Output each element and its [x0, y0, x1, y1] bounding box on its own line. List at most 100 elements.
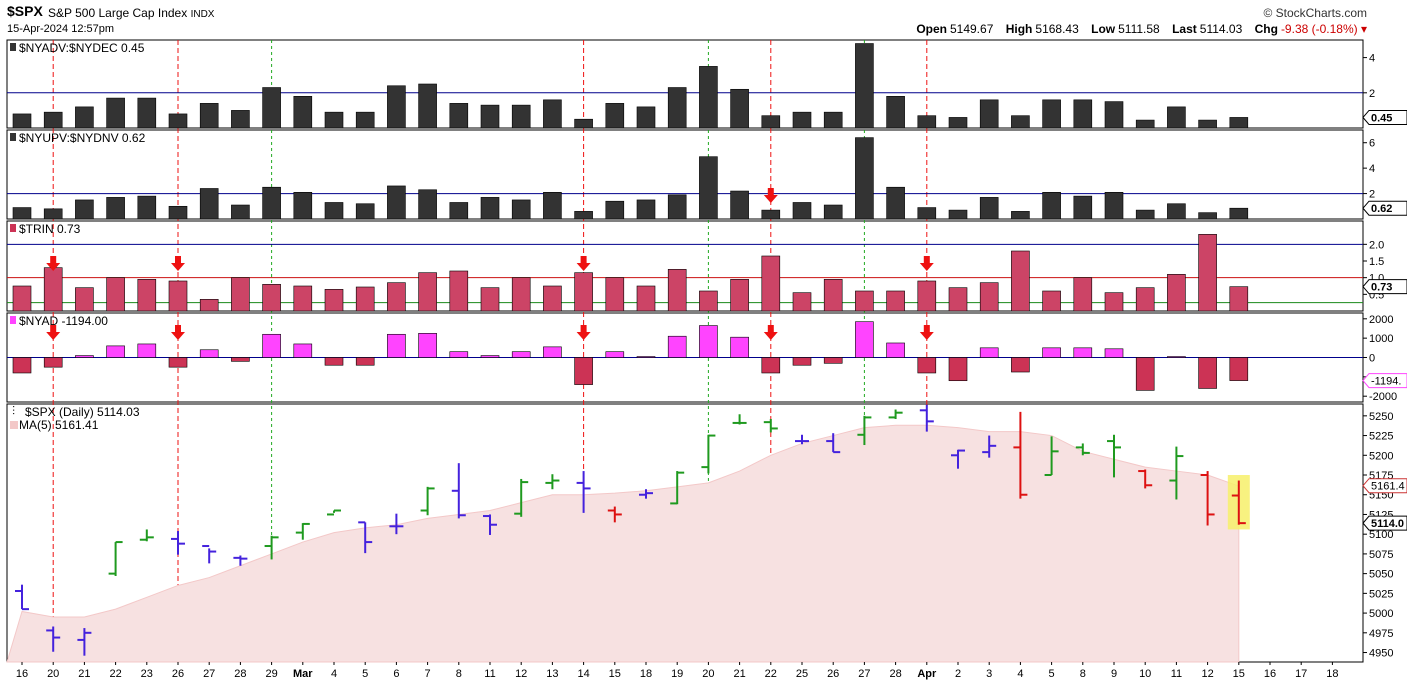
chg-dropdown-icon[interactable]: ▾ [1357, 22, 1367, 36]
data-bar [199, 188, 219, 220]
ad-bar [917, 357, 937, 374]
y-tick-label: 5075 [1369, 549, 1393, 561]
data-bar [730, 88, 749, 129]
ohlc-bar [327, 509, 341, 516]
ad-bar [730, 336, 749, 358]
data-bar [667, 269, 687, 312]
ohlc-bar [514, 478, 529, 517]
data-bar [75, 106, 94, 129]
x-tick-label: 7 [425, 668, 431, 680]
ohlc-bar [1200, 471, 1215, 526]
data-bar [168, 205, 188, 220]
ohlc-bar [233, 555, 248, 566]
down-arrow-marker [576, 325, 591, 340]
last-value-label: 0.45 [1371, 112, 1392, 124]
ohlc-bar [420, 486, 435, 516]
data-bar [699, 66, 718, 129]
brand-link[interactable]: © StockCharts.com [1263, 6, 1367, 20]
y-tick-label: 2.0 [1369, 239, 1384, 251]
data-bar [449, 270, 469, 312]
data-bar [1167, 274, 1186, 312]
x-tick-label: 16 [16, 668, 28, 680]
data-bar [761, 115, 781, 129]
ad-bar [886, 342, 905, 358]
data-bar [917, 207, 937, 220]
x-tick-label: 5 [1049, 668, 1055, 680]
data-bar [12, 285, 32, 312]
y-tick-label: 2 [1369, 88, 1375, 100]
panel-icon [10, 43, 16, 51]
data-bar [480, 104, 500, 129]
data-bar [917, 280, 937, 312]
data-bar [1198, 212, 1217, 220]
data-bar [979, 99, 999, 129]
ohlc-bar [1138, 469, 1153, 489]
last-label: Last [1172, 22, 1197, 36]
panel-icon [10, 316, 16, 324]
high-value: 5168.43 [1035, 22, 1079, 36]
ad-bar [12, 357, 32, 374]
data-bar [137, 195, 157, 220]
x-tick-label: 3 [986, 668, 992, 680]
last-price-tag [1362, 515, 1407, 531]
ma-area [6, 424, 1240, 663]
data-bar [1104, 192, 1124, 220]
ad-bar [574, 357, 593, 385]
x-tick-label: 5 [362, 668, 368, 680]
data-bar [449, 202, 469, 220]
ad-bar [324, 357, 344, 366]
data-bar [886, 186, 905, 220]
y-tick-label: 4975 [1369, 628, 1393, 640]
ohlc-bar [389, 513, 404, 535]
ad-bar [75, 355, 94, 358]
data-bar [1135, 209, 1155, 220]
down-arrow-marker [576, 256, 591, 271]
ohlc-bar [670, 471, 685, 505]
data-bar [106, 277, 125, 312]
data-bar [792, 292, 812, 312]
data-bar [823, 204, 843, 220]
x-tick-label: 10 [1139, 668, 1151, 680]
data-bar [543, 285, 562, 312]
data-bar [418, 189, 437, 220]
x-tick-label: 25 [796, 668, 808, 680]
low-value: 5111.58 [1118, 22, 1160, 36]
ad-bar [792, 357, 812, 366]
data-bar [231, 110, 250, 129]
x-tick-label: 22 [109, 668, 121, 680]
y-tick-label: 5100 [1369, 529, 1393, 541]
ad-bar [667, 335, 687, 358]
x-tick-label: 22 [765, 668, 777, 680]
data-bar [324, 289, 344, 312]
data-bar [43, 111, 63, 129]
data-bar [262, 87, 281, 129]
down-arrow-marker [46, 256, 61, 271]
ad-bar [1104, 348, 1124, 358]
data-bar [543, 99, 562, 129]
x-tick-label: 28 [234, 668, 246, 680]
ad-bar [199, 349, 219, 358]
x-tick-label: Mar [293, 668, 313, 680]
x-tick-label: 19 [671, 668, 683, 680]
data-bar [355, 203, 375, 220]
data-bar [886, 96, 905, 129]
ad-bar [106, 345, 125, 358]
data-bar [886, 290, 905, 312]
ad-bar [948, 357, 968, 382]
data-bar [667, 87, 687, 129]
ad-bar [979, 347, 999, 358]
ohlc-bar [451, 463, 466, 519]
ad-bar [262, 333, 281, 358]
data-bar [387, 185, 406, 220]
data-bar [605, 277, 625, 312]
ohlc-bar [264, 535, 279, 560]
y-tick-label: 5225 [1369, 431, 1393, 443]
y-tick-label: 5050 [1369, 569, 1393, 581]
x-tick-label: 18 [1326, 668, 1338, 680]
data-bar [75, 287, 94, 312]
ad-bar [605, 351, 625, 358]
ad-bar [1011, 357, 1030, 373]
x-tick-label: 20 [702, 668, 714, 680]
x-tick-label: 4 [331, 668, 337, 680]
data-bar [1011, 250, 1030, 312]
